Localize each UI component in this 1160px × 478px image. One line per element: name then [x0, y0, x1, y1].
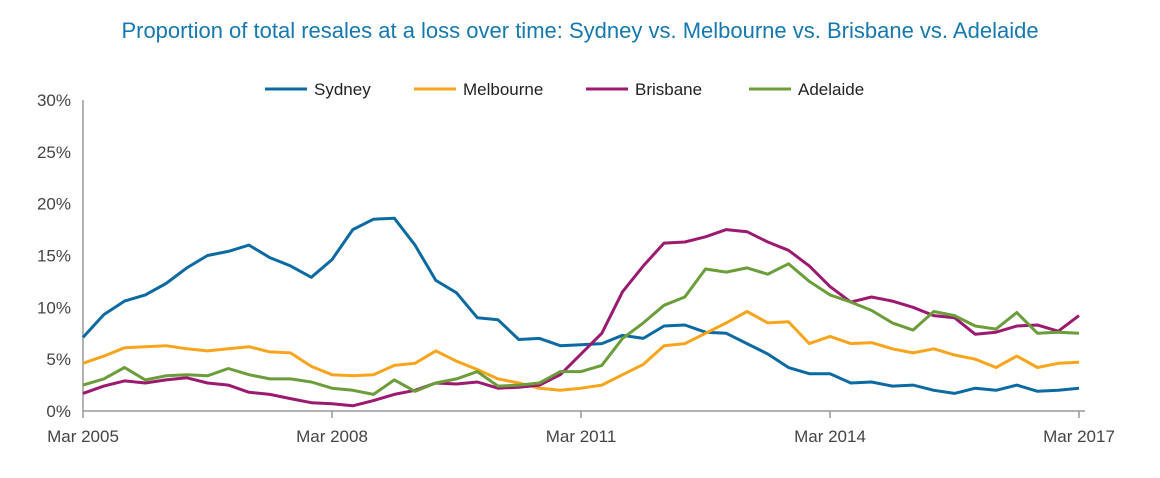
x-tick-label: Mar 2014	[794, 427, 866, 446]
series-line-brisbane	[82, 228, 1080, 408]
legend-label-brisbane: Brisbane	[635, 80, 702, 99]
chart-title: Proportion of total resales at a loss ov…	[121, 18, 1039, 43]
y-tick-label: 5%	[46, 350, 71, 369]
series-line-adelaide	[82, 262, 1080, 396]
y-tick-label: 0%	[46, 402, 71, 421]
legend: Sydney Melbourne Brisbane Adelaide	[265, 80, 864, 99]
legend-label-melbourne: Melbourne	[463, 80, 543, 99]
y-tick-label: 15%	[37, 247, 71, 266]
legend-label-adelaide: Adelaide	[798, 80, 864, 99]
legend-label-sydney: Sydney	[314, 80, 371, 99]
y-tick-label: 20%	[37, 195, 71, 214]
axes: 0% 5% 10% 15% 20% 25% 30% Mar 2005 Mar 2008 Mar 2…	[37, 91, 1115, 446]
x-tick-label: Mar 2008	[296, 427, 368, 446]
x-tick-label: Mar 2017	[1043, 427, 1115, 446]
y-tick-label: 10%	[37, 298, 71, 317]
x-tick-label: Mar 2011	[546, 427, 617, 446]
y-tick-label: 25%	[37, 143, 71, 162]
series-line-sydney	[81, 216, 1080, 395]
series-line-melbourne	[82, 310, 1080, 392]
y-tick-label: 30%	[37, 91, 71, 110]
series-lines	[81, 216, 1080, 408]
x-tick-label: Mar 2005	[47, 427, 119, 446]
